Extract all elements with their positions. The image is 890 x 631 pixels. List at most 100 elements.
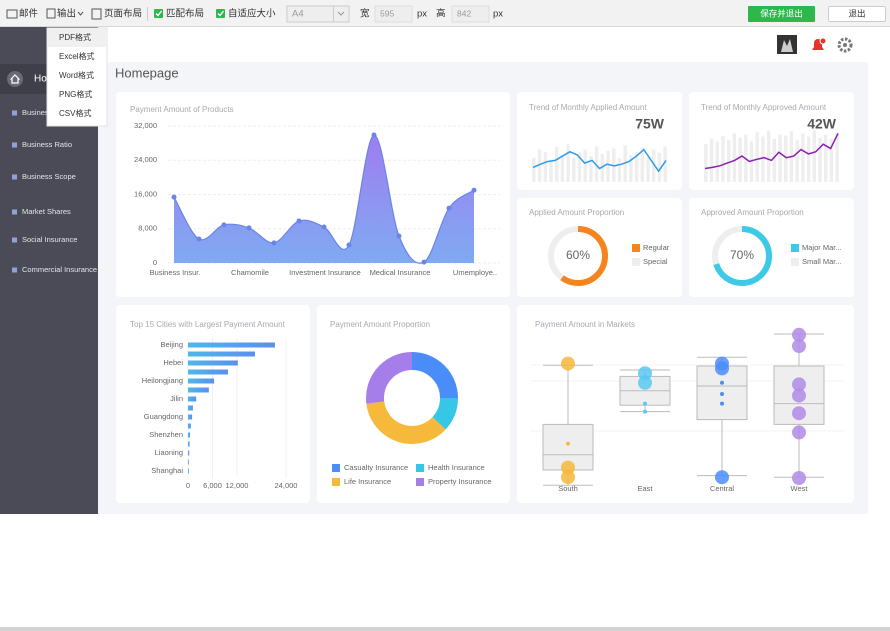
save-button[interactable] — [748, 6, 815, 22]
outlier — [792, 388, 806, 403]
gauge-arc — [712, 226, 772, 286]
card-title: Trend of Monthly Applied Amount — [529, 103, 647, 112]
bar — [188, 396, 197, 402]
bar — [801, 133, 805, 182]
sidebar-item[interactable]: Commercial Insurance — [22, 265, 97, 274]
header — [98, 27, 868, 62]
bar — [188, 351, 255, 357]
sidebar-item[interactable]: Business Ratio — [22, 140, 72, 149]
card — [517, 305, 854, 503]
auto-size[interactable]: 自适应大小 — [228, 8, 276, 20]
y-tick-label: 24,000 — [134, 155, 157, 164]
outlier — [792, 377, 806, 392]
x-tick-label: 24,000 — [275, 481, 298, 490]
bar — [188, 405, 193, 411]
bar — [629, 155, 633, 182]
menu-item[interactable]: PDF格式 — [59, 32, 91, 42]
bar — [652, 149, 656, 182]
bar — [824, 134, 828, 182]
bar — [795, 139, 799, 182]
height-input[interactable] — [451, 5, 490, 23]
bar — [657, 152, 662, 182]
bar — [589, 156, 593, 182]
select-arrow — [337, 11, 345, 16]
exit-button[interactable] — [828, 6, 886, 22]
home-glyph — [10, 74, 20, 84]
legend-label: Casualty Insurance — [344, 463, 408, 472]
bar — [188, 342, 275, 348]
line — [532, 148, 667, 173]
export-icon — [46, 8, 56, 19]
donut-segment — [366, 400, 446, 444]
y-tick-label: 0 — [153, 258, 157, 267]
menu-item[interactable]: Word格式 — [59, 70, 94, 80]
outlier — [715, 470, 729, 485]
point — [171, 194, 177, 200]
dot — [720, 401, 724, 406]
card-title: Payment Amount in Markets — [535, 320, 635, 329]
checkbox[interactable] — [216, 9, 225, 18]
page-layout[interactable]: 页面布局 — [104, 8, 142, 20]
bar — [709, 138, 714, 182]
mail[interactable]: 邮件 — [19, 8, 39, 20]
bar — [188, 414, 193, 420]
bar — [188, 432, 191, 438]
area — [174, 134, 474, 264]
card-title: Payment Amount of Products — [130, 105, 234, 114]
card-title: Applied Amount Proportion — [529, 208, 624, 217]
point — [296, 218, 302, 224]
bar — [188, 450, 190, 456]
y-tick-label: 32,000 — [134, 121, 157, 130]
bar — [640, 147, 645, 182]
dropdown-hover — [48, 29, 106, 47]
point — [321, 224, 327, 230]
badge — [819, 37, 827, 45]
bar — [532, 157, 536, 182]
menu-item[interactable]: Excel格式 — [59, 51, 95, 61]
bar — [566, 144, 570, 182]
point — [396, 233, 402, 239]
bullet — [12, 110, 17, 116]
checkbox[interactable] — [154, 9, 163, 18]
mail-icon — [6, 9, 18, 19]
point — [471, 187, 477, 193]
sidebar-item[interactable]: Business Scope — [22, 172, 76, 181]
outlier — [792, 339, 806, 353]
point — [346, 242, 352, 248]
bar — [188, 378, 215, 384]
total: 42W — [807, 116, 837, 132]
x-tick-label: Business Insur. — [150, 268, 201, 277]
width-label: 宽 — [360, 8, 370, 20]
sidebar-item[interactable]: Market Shares — [22, 207, 71, 216]
x-tick-label: Umemploye.. — [453, 268, 497, 277]
legend-swatch — [416, 478, 424, 486]
dot — [566, 441, 570, 446]
outlier — [715, 361, 729, 376]
match-layout[interactable]: 匹配布局 — [166, 8, 204, 20]
save-exit[interactable]: 保存并退出 — [760, 8, 803, 18]
bar — [715, 141, 719, 182]
donut-segment — [366, 352, 413, 404]
outlier — [792, 327, 806, 342]
bar — [784, 135, 788, 182]
outlier — [638, 366, 652, 381]
menu-item[interactable]: PNG格式 — [59, 89, 92, 99]
sidebar-item[interactable]: Business — [22, 108, 53, 117]
exit[interactable]: 退出 — [848, 8, 865, 18]
legend-label: Major Mar... — [802, 243, 842, 252]
page-title: Homepage — [115, 65, 179, 80]
export[interactable]: 输出 — [57, 8, 76, 20]
menu-item[interactable]: CSV格式 — [59, 108, 91, 118]
y-tick-label: Shanghai — [151, 466, 183, 475]
bar — [634, 151, 639, 182]
gear[interactable] — [837, 37, 853, 53]
bar — [600, 153, 605, 182]
y-tick-label: 8,000 — [138, 224, 157, 233]
unit: px — [493, 9, 503, 20]
card-title: Trend of Monthly Approved Amount — [701, 103, 827, 112]
outlier — [792, 471, 806, 485]
legend-swatch — [332, 478, 340, 486]
check — [217, 10, 225, 17]
width-input[interactable] — [374, 5, 413, 23]
sidebar-item[interactable]: Social Insurance — [22, 235, 77, 244]
